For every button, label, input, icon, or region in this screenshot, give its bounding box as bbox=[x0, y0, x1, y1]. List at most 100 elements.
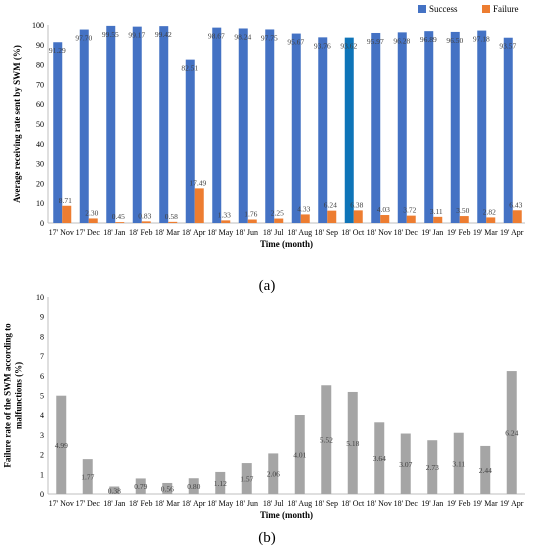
data-label-success: 82.51 bbox=[181, 64, 198, 73]
bar-value bbox=[241, 463, 252, 494]
data-label-value: 0.56 bbox=[161, 484, 174, 493]
bar-failure bbox=[459, 216, 469, 223]
x-tick-label: 18' Mar bbox=[155, 228, 180, 237]
bar-failure bbox=[353, 210, 363, 223]
bar-success bbox=[106, 25, 116, 223]
bar-success bbox=[185, 59, 195, 223]
data-label-success: 96.89 bbox=[420, 35, 437, 44]
data-label-success: 93.62 bbox=[340, 42, 357, 51]
y-tick-label: 10 bbox=[36, 199, 44, 208]
data-label-failure: 1.76 bbox=[244, 210, 257, 219]
bar-value bbox=[135, 478, 146, 494]
bar-success bbox=[79, 29, 89, 223]
data-label-failure: 17.49 bbox=[189, 178, 206, 187]
x-tick-label: 18' Oct bbox=[341, 499, 365, 508]
data-label-failure: 6.38 bbox=[350, 200, 363, 209]
bar-failure bbox=[433, 216, 443, 223]
data-label-success: 93.57 bbox=[499, 42, 516, 51]
data-label-failure: 8.71 bbox=[59, 196, 72, 205]
data-label-value: 0.79 bbox=[134, 482, 147, 491]
x-tick-label: 19' Jan bbox=[421, 228, 443, 237]
x-tick-label: 18' Sep bbox=[315, 499, 338, 508]
bar-success bbox=[53, 42, 63, 223]
bar-failure bbox=[380, 215, 390, 223]
data-label-failure: 2.25 bbox=[271, 209, 284, 218]
bar-failure bbox=[300, 214, 310, 223]
bar-value bbox=[268, 453, 279, 494]
data-label-failure: 4.33 bbox=[297, 204, 310, 213]
data-label-success: 96.28 bbox=[393, 36, 410, 45]
legend-label: Success bbox=[429, 4, 458, 14]
data-label-value: 4.01 bbox=[293, 451, 306, 460]
x-tick-label: 19' Mar bbox=[473, 228, 498, 237]
y-tick-label: 80 bbox=[36, 61, 44, 70]
bar-value bbox=[427, 440, 438, 494]
data-label-failure: 0.45 bbox=[112, 212, 125, 221]
data-label-failure: 3.72 bbox=[403, 206, 416, 215]
bar-failure bbox=[221, 220, 231, 223]
x-tick-label: 18' Jul bbox=[263, 499, 285, 508]
data-label-failure: 3.11 bbox=[430, 207, 443, 216]
bar-success bbox=[477, 30, 487, 223]
x-tick-label: 18' May bbox=[207, 228, 233, 237]
data-label-success: 99.17 bbox=[128, 31, 145, 40]
x-tick-label: 18' Apr bbox=[182, 499, 206, 508]
bar-failure bbox=[88, 218, 98, 223]
x-tick-label: 19' Apr bbox=[500, 499, 524, 508]
y-tick-label: 0 bbox=[40, 490, 44, 499]
bar-value bbox=[480, 445, 491, 494]
x-tick-label: 17' Dec bbox=[76, 499, 101, 508]
data-label-value: 1.57 bbox=[240, 475, 253, 484]
x-tick-label: 19' Apr bbox=[500, 228, 524, 237]
data-label-success: 95.67 bbox=[287, 38, 304, 47]
data-label-value: 0.80 bbox=[187, 482, 200, 491]
x-tick-label: 17' Nov bbox=[49, 228, 74, 237]
data-label-failure: 6.24 bbox=[324, 201, 337, 210]
data-label-failure: 0.83 bbox=[138, 211, 151, 220]
data-label-failure: 3.50 bbox=[456, 206, 469, 215]
bar-success bbox=[132, 26, 142, 223]
data-label-success: 98.24 bbox=[234, 32, 251, 41]
bar-value bbox=[400, 433, 411, 494]
y-axis-label: Failure rate of the SWM according tomalf… bbox=[3, 323, 24, 468]
data-label-success: 97.18 bbox=[473, 35, 490, 44]
x-tick-label: 19' Feb bbox=[447, 228, 470, 237]
bar-failure bbox=[141, 221, 151, 223]
x-tick-label: 18' Oct bbox=[341, 228, 365, 237]
x-tick-label: 18' Jun bbox=[235, 228, 258, 237]
legend: Success Failure bbox=[418, 4, 519, 14]
bar-value bbox=[109, 486, 120, 494]
x-tick-label: 18' May bbox=[207, 499, 233, 508]
y-tick-label: 60 bbox=[36, 100, 44, 109]
data-label-value: 3.11 bbox=[452, 459, 465, 468]
x-tick-label: 18' Nov bbox=[367, 499, 392, 508]
y-tick-label: 6 bbox=[40, 372, 44, 381]
x-tick-label: 19' Mar bbox=[473, 499, 498, 508]
bar-success bbox=[318, 37, 328, 224]
y-tick-label: 5 bbox=[40, 392, 44, 401]
bar-value bbox=[506, 371, 517, 494]
x-tick-label: 18' Mar bbox=[155, 499, 180, 508]
bar-success bbox=[424, 31, 434, 223]
bar-value bbox=[347, 391, 358, 494]
bar-value bbox=[453, 432, 464, 494]
panel-label-b: (b) bbox=[258, 530, 276, 546]
x-tick-label: 19' Feb bbox=[447, 499, 470, 508]
bar-failure bbox=[168, 221, 178, 223]
bar-success bbox=[503, 37, 513, 223]
bar-value bbox=[82, 459, 93, 494]
x-tick-label: 18' Dec bbox=[394, 499, 419, 508]
bar-failure bbox=[247, 219, 257, 223]
data-label-value: 6.24 bbox=[505, 429, 518, 438]
bar-failure bbox=[115, 222, 125, 223]
legend-swatch bbox=[482, 5, 490, 13]
data-label-value: 1.77 bbox=[81, 473, 94, 482]
bar-value bbox=[321, 385, 332, 494]
data-label-success: 96.50 bbox=[446, 36, 463, 45]
x-tick-label: 18' Aug bbox=[287, 228, 312, 237]
data-label-failure: 4.03 bbox=[377, 205, 390, 214]
bar-failure bbox=[62, 205, 72, 223]
y-tick-label: 70 bbox=[36, 80, 44, 89]
bar-value bbox=[374, 422, 385, 494]
y-tick-label: 0 bbox=[40, 219, 44, 228]
